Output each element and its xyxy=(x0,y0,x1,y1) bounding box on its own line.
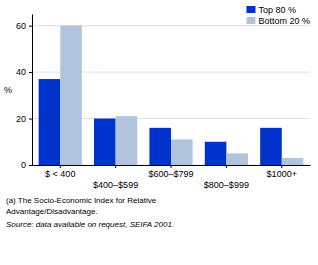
tick-mark xyxy=(29,119,32,120)
bar xyxy=(260,128,282,165)
legend-swatch xyxy=(246,17,255,24)
bar xyxy=(282,158,304,165)
tick-mark xyxy=(226,165,227,168)
bar xyxy=(171,139,193,165)
legend: Top 80 %Bottom 20 % xyxy=(246,5,310,26)
annotation: (a) The Socio-Economic Index for Relativ… xyxy=(6,196,157,205)
axis-line xyxy=(32,15,33,166)
tick: 20 xyxy=(16,114,32,124)
bar xyxy=(60,26,82,165)
tick-label: $600–$799 xyxy=(148,169,193,179)
bar xyxy=(205,142,227,165)
tick: 40 xyxy=(16,67,32,77)
tick-mark xyxy=(281,165,282,168)
plot: 0 20 40 60 $ < 400 $400–$599 $600–$799 $800–$99… xyxy=(16,15,311,191)
tick: $800–$999 xyxy=(204,165,249,190)
tick-mark xyxy=(171,165,172,168)
tick-label: $400–$599 xyxy=(93,180,138,190)
tick-mark xyxy=(29,165,32,166)
tick-mark xyxy=(60,165,61,168)
tick-mark xyxy=(115,165,116,168)
tick-label: $1000+ xyxy=(267,169,297,179)
tick-label: 40 xyxy=(16,67,26,77)
tick-mark xyxy=(29,72,32,73)
tick-label: 0 xyxy=(21,160,26,170)
x-axis: $ < 400 $400–$599 $600–$799 $800–$999 $1000+ xyxy=(33,165,311,190)
legend-label: Bottom 20 % xyxy=(258,16,310,26)
annotation: Source: data available on request, SEIFA… xyxy=(6,220,174,229)
bar xyxy=(116,116,138,165)
tick: $ < 400 xyxy=(45,165,75,179)
y-axis: 0 20 40 60 xyxy=(16,15,33,171)
tick-mark xyxy=(29,26,32,27)
bars xyxy=(39,26,304,165)
annotation: Advantage/Disadvantage. xyxy=(6,207,98,216)
tick: $600–$799 xyxy=(148,165,193,179)
bar xyxy=(226,153,248,165)
tick: 60 xyxy=(16,21,32,31)
bar xyxy=(149,128,171,165)
bar xyxy=(94,119,116,165)
legend-swatch xyxy=(246,6,255,13)
legend-item: Bottom 20 % xyxy=(246,16,310,26)
y-axis-title: % xyxy=(4,85,12,95)
tick-label: 60 xyxy=(16,21,26,31)
tick: 0 xyxy=(21,160,32,170)
grid xyxy=(32,26,310,165)
tick: $400–$599 xyxy=(93,165,138,190)
tick-label: 20 xyxy=(16,114,26,124)
chart: 0 20 40 60 $ < 400 $400–$599 $600–$799 $800–$99… xyxy=(0,0,318,265)
tick-label: $800–$999 xyxy=(204,180,249,190)
bar xyxy=(39,79,61,165)
legend-item: Top 80 % xyxy=(246,5,296,15)
legend-label: Top 80 % xyxy=(258,5,296,15)
tick-label: $ < 400 xyxy=(45,169,75,179)
tick: $1000+ xyxy=(267,165,297,179)
